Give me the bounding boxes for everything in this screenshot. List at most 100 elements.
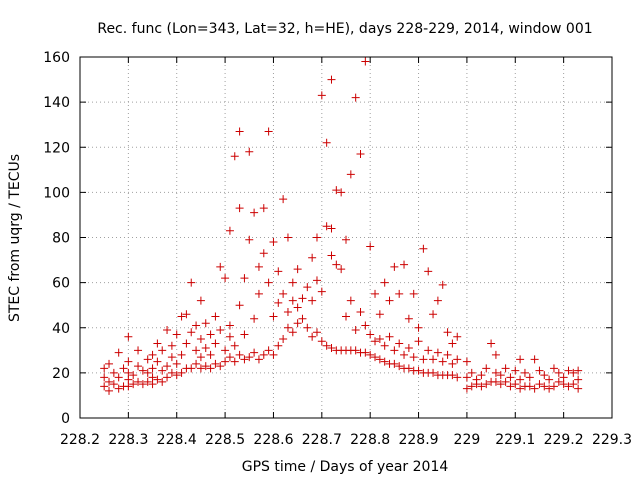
data-point: [443, 350, 452, 359]
data-point: [143, 355, 152, 364]
data-point: [390, 262, 399, 271]
data-point: [409, 289, 418, 298]
data-point: [235, 350, 244, 359]
data-point: [134, 362, 143, 371]
data-point: [172, 371, 181, 380]
data-point: [356, 307, 365, 316]
data-point: [230, 341, 239, 350]
data-point: [569, 380, 578, 389]
data-point: [259, 204, 268, 213]
data-point: [462, 373, 471, 382]
x-tick-label: 228.9: [398, 432, 438, 448]
data-point: [138, 380, 147, 389]
data-point: [196, 296, 205, 305]
data-point: [545, 384, 554, 393]
data-point: [158, 366, 167, 375]
data-point: [172, 330, 181, 339]
y-tick-label: 40: [52, 321, 70, 337]
data-point: [390, 346, 399, 355]
data-point: [438, 280, 447, 289]
y-tick-label: 0: [61, 411, 70, 427]
data-point: [206, 350, 215, 359]
data-point: [395, 289, 404, 298]
data-point: [245, 147, 254, 156]
data-point: [569, 368, 578, 377]
data-point: [462, 357, 471, 366]
data-point: [535, 380, 544, 389]
data-point: [419, 244, 428, 253]
data-point: [342, 312, 350, 321]
data-point: [429, 368, 438, 377]
data-point: [105, 386, 114, 395]
data-point: [187, 278, 196, 287]
data-point: [177, 368, 186, 377]
data-point: [404, 344, 413, 353]
data-point: [516, 355, 525, 364]
data-point: [124, 382, 133, 391]
data-point: [163, 373, 172, 382]
data-point: [293, 265, 302, 274]
data-point: [312, 276, 321, 285]
data-point: [332, 260, 341, 269]
data-point: [342, 235, 350, 244]
data-point: [114, 373, 123, 382]
data-point: [404, 314, 413, 323]
data-point: [269, 350, 278, 359]
data-point: [453, 355, 462, 364]
data-point: [288, 278, 297, 287]
data-point: [564, 382, 573, 391]
x-tick-label: 228.2: [60, 432, 100, 448]
data-point: [371, 289, 380, 298]
data-point: [216, 326, 225, 335]
data-point: [337, 265, 346, 274]
data-point: [433, 348, 442, 357]
data-point: [361, 348, 370, 357]
x-axis-label: GPS time / Days of year 2014: [242, 459, 449, 475]
data-point: [158, 377, 167, 386]
data-point: [201, 319, 210, 328]
axis-ticks: 228.2 228.3 228.4 228.5 228.6 228.7 228.8 228.9…: [43, 50, 632, 448]
data-point: [530, 355, 539, 364]
y-axis-label: STEC from uqrg / TECUs: [7, 154, 23, 322]
data-point: [230, 357, 239, 366]
data-point: [554, 368, 563, 377]
data-point: [448, 359, 457, 368]
data-point: [511, 366, 520, 375]
data-point: [346, 296, 355, 305]
data-point: [409, 353, 418, 362]
x-tick-label: 228.8: [350, 432, 390, 448]
data-point: [491, 377, 500, 386]
data-point: [259, 249, 268, 258]
data-point: [308, 253, 317, 262]
data-point: [477, 382, 486, 391]
data-point: [429, 310, 438, 319]
data-point: [163, 362, 172, 371]
data-point: [124, 368, 133, 377]
data-point: [201, 362, 210, 371]
data-point: [250, 208, 259, 217]
data-point: [196, 353, 205, 362]
data-point: [414, 337, 423, 346]
data-point: [366, 330, 375, 339]
data-point: [240, 274, 249, 283]
data-point: [414, 366, 423, 375]
data-point: [506, 382, 515, 391]
data-point: [153, 339, 162, 348]
data-point: [574, 384, 583, 393]
data-point: [366, 350, 375, 359]
x-tick-label: 228.5: [205, 432, 245, 448]
data-point: [322, 341, 331, 350]
data-point: [424, 267, 433, 276]
y-tick-label: 100: [43, 185, 70, 201]
data-point: [143, 368, 152, 377]
data-point: [477, 371, 486, 380]
data-point: [221, 274, 230, 283]
data-point: [264, 278, 273, 287]
data-point: [192, 321, 201, 330]
data-point: [453, 373, 462, 382]
data-point: [491, 368, 500, 377]
data-point: [400, 260, 409, 269]
data-point: [467, 382, 476, 391]
data-point: [192, 359, 201, 368]
data-point: [317, 91, 326, 100]
